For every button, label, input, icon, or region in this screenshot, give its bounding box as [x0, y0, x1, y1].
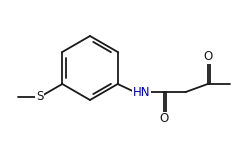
Text: O: O	[158, 112, 168, 125]
Text: O: O	[202, 50, 211, 64]
Text: S: S	[36, 90, 43, 103]
Text: HN: HN	[132, 85, 150, 98]
